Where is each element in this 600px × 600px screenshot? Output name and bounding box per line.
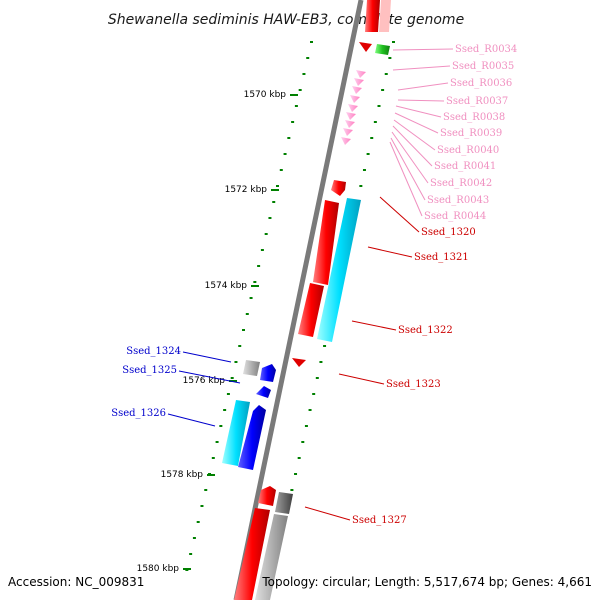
leader-line-ssed-1322 xyxy=(351,320,397,331)
gene-ssed-r0042[interactable] xyxy=(345,120,355,128)
leader-line-ssed-r0036 xyxy=(397,82,449,91)
gene-ssed-1326[interactable] xyxy=(238,405,266,470)
gene-ssed-r0041[interactable] xyxy=(346,112,356,120)
leader-line-ssed-1327 xyxy=(304,506,351,521)
leader-line-ssed-r0035 xyxy=(392,65,451,71)
gene-label-ssed-r0042[interactable]: Ssed_R0042 xyxy=(430,178,492,189)
genome-backbone xyxy=(233,0,364,600)
gene-label-ssed-r0044[interactable]: Ssed_R0044 xyxy=(424,211,486,222)
gene-ssed-1322[interactable] xyxy=(298,283,324,337)
leader-line-ssed-r0039 xyxy=(394,112,439,134)
leader-line-ssed-r0042 xyxy=(391,131,429,184)
leader-line-ssed-r0043 xyxy=(390,137,426,201)
scale-label-1580: 1580 kbp xyxy=(137,564,180,574)
gene-label-ssed-1321[interactable]: Ssed_1321 xyxy=(414,252,469,263)
gene-label-ssed-1322[interactable]: Ssed_1322 xyxy=(398,325,453,336)
gene-label-ssed-r0041[interactable]: Ssed_R0041 xyxy=(434,161,496,172)
leader-line-ssed-r0044 xyxy=(389,141,423,217)
gene-label-ssed-r0036[interactable]: Ssed_R0036 xyxy=(450,78,512,89)
map-title: Shewanella sediminis HAW-EB3, complete g… xyxy=(108,12,464,28)
gene-ssed-1327[interactable] xyxy=(258,486,276,506)
leader-line-ssed-1323 xyxy=(338,373,385,385)
gene-ssed-1327-dark[interactable] xyxy=(275,492,293,514)
gene-label-ssed-r0035[interactable]: Ssed_R0035 xyxy=(452,61,514,72)
gene-label-ssed-1323[interactable]: Ssed_1323 xyxy=(386,379,441,390)
gene-ssed-r0040[interactable] xyxy=(348,104,358,112)
gene-ssed-1325[interactable] xyxy=(260,364,276,382)
leader-line-ssed-1320 xyxy=(379,196,420,233)
leader-line-ssed-1326 xyxy=(167,413,216,427)
gene-ssed-1325b[interactable] xyxy=(256,386,271,398)
leader-lines xyxy=(167,48,454,521)
gene-label-ssed-1324[interactable]: Ssed_1324 xyxy=(126,346,181,357)
scale-label-1578: 1578 kbp xyxy=(161,470,204,480)
gene-label-ssed-1320[interactable]: Ssed_1320 xyxy=(421,227,476,238)
gene-ssed-1320[interactable] xyxy=(331,180,346,196)
gene-top-red[interactable] xyxy=(365,0,380,32)
gene-ssed-1321[interactable] xyxy=(313,200,339,285)
gene-label-ssed-r0038[interactable]: Ssed_R0038 xyxy=(443,112,505,123)
leader-line-ssed-r0038 xyxy=(395,105,442,118)
gene-ssed-r0035[interactable] xyxy=(375,44,390,55)
leader-line-ssed-1325 xyxy=(178,370,241,384)
leader-line-ssed-r0037 xyxy=(397,99,445,102)
gene-label-ssed-r0039[interactable]: Ssed_R0039 xyxy=(440,128,502,139)
leader-line-ssed-1324 xyxy=(182,351,232,363)
gene-label-ssed-r0040[interactable]: Ssed_R0040 xyxy=(437,145,499,156)
scale-label-1574: 1574 kbp xyxy=(205,281,248,291)
scale-labels: 1570 kbp 1572 kbp 1574 kbp 1576 kbp 1578… xyxy=(137,90,287,574)
scale-label-1570: 1570 kbp xyxy=(244,90,287,100)
gene-label-ssed-r0043[interactable]: Ssed_R0043 xyxy=(427,195,489,206)
leader-line-ssed-r0040 xyxy=(393,119,436,151)
gene-ssed-1326-pseudo[interactable] xyxy=(222,400,250,466)
gene-ssed-r0036[interactable] xyxy=(356,70,366,78)
gene-ssed-1323[interactable] xyxy=(292,358,306,367)
scale-ticks xyxy=(183,94,298,570)
gene-labels: Ssed_R0034 Ssed_R0035 Ssed_R0036 Ssed_R0037… xyxy=(111,44,517,526)
topology-text: Topology: circular; Length: 5,517,674 bp… xyxy=(261,575,592,589)
gene-ssed-1321-pseudo[interactable] xyxy=(317,198,361,342)
gene-label-ssed-r0034[interactable]: Ssed_R0034 xyxy=(455,44,517,55)
gene-bottom-gray[interactable] xyxy=(255,514,288,600)
gene-label-ssed-r0037[interactable]: Ssed_R0037 xyxy=(446,96,508,107)
leader-line-ssed-r0041 xyxy=(392,125,433,167)
gene-label-ssed-1325[interactable]: Ssed_1325 xyxy=(122,365,177,376)
gene-label-ssed-1326[interactable]: Ssed_1326 xyxy=(111,408,166,419)
accession-text: Accession: NC_009831 xyxy=(8,575,144,589)
gene-ssed-r0039[interactable] xyxy=(350,95,360,103)
scale-label-1572: 1572 kbp xyxy=(225,185,268,195)
trna-cluster xyxy=(341,70,366,145)
gene-bottom-red[interactable] xyxy=(234,508,270,600)
gene-top-pink[interactable] xyxy=(379,0,391,32)
leader-line-ssed-r0034 xyxy=(392,48,454,51)
leader-line-ssed-1321 xyxy=(367,246,413,258)
gene-label-ssed-1327[interactable]: Ssed_1327 xyxy=(352,515,407,526)
genes xyxy=(222,0,391,600)
gene-ssed-r0043[interactable] xyxy=(343,128,353,136)
scale-label-1576: 1576 kbp xyxy=(183,376,226,386)
gene-ssed-r0044[interactable] xyxy=(341,137,351,145)
gene-ssed-r0038[interactable] xyxy=(352,86,362,94)
gene-ssed-r0037[interactable] xyxy=(354,78,364,86)
gene-ssed-1324[interactable] xyxy=(243,360,260,376)
gene-ssed-r0034[interactable] xyxy=(359,42,372,52)
tick-tracks xyxy=(185,41,395,571)
